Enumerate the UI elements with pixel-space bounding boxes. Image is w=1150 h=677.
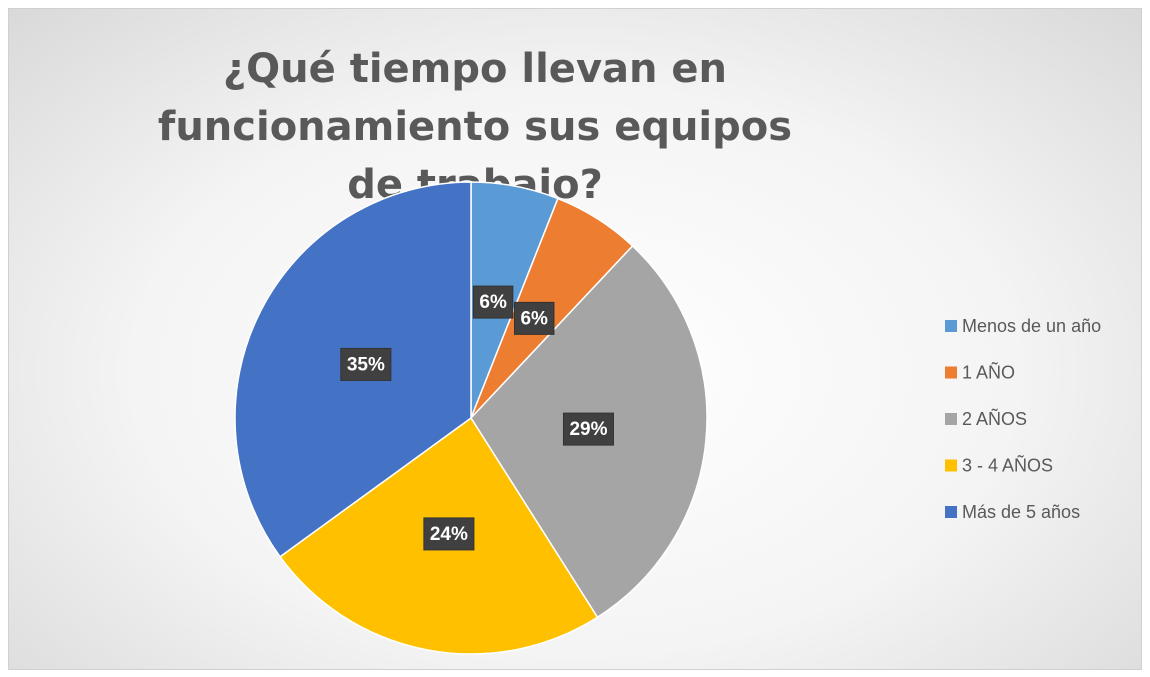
legend-swatch xyxy=(945,506,957,518)
legend-label: Menos de un año xyxy=(962,316,1101,336)
legend-swatch xyxy=(945,366,957,379)
data-label: 29% xyxy=(562,412,614,446)
legend-label: Más de 5 años xyxy=(962,502,1080,522)
data-label-text: 35% xyxy=(347,354,385,375)
legend-label: 2 AÑOS xyxy=(962,408,1027,429)
data-label-box xyxy=(423,517,475,551)
data-label-text: 6% xyxy=(520,308,548,329)
data-label-box xyxy=(562,412,614,446)
data-label-box xyxy=(340,347,392,381)
data-label: 35% xyxy=(340,347,392,381)
legend-swatch xyxy=(945,459,957,472)
data-label-box xyxy=(472,285,514,319)
data-label-box xyxy=(513,301,555,335)
data-label: 6% xyxy=(513,301,555,335)
data-label-text: 29% xyxy=(569,419,607,440)
legend-swatch xyxy=(945,320,957,332)
data-label: 24% xyxy=(423,517,475,551)
legend-label: 3 - 4 AÑOS xyxy=(962,454,1053,475)
legend-swatch xyxy=(945,413,957,425)
data-label: 6% xyxy=(472,285,514,319)
data-label-text: 24% xyxy=(430,524,468,545)
legend-label: 1 AÑO xyxy=(962,361,1015,382)
data-label-text: 6% xyxy=(479,292,507,313)
